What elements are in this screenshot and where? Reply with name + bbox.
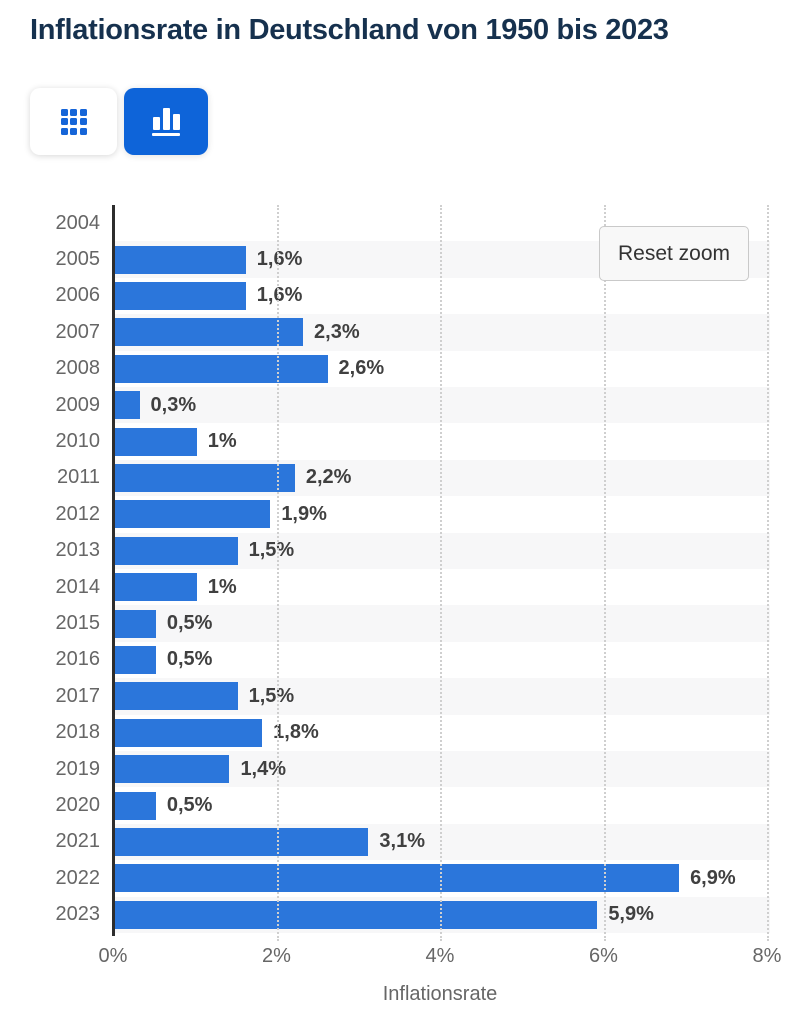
gridline bbox=[440, 205, 442, 941]
year-label: 2021 bbox=[55, 830, 101, 853]
bar-value-label: 1,6% bbox=[256, 248, 303, 271]
year-label: 2018 bbox=[55, 721, 101, 744]
bar-value-label: 1,8% bbox=[273, 721, 319, 744]
table-view-button[interactable] bbox=[30, 88, 117, 155]
bar-chart: 2004 2005 2006 2007 2008 2009 2010 2011 2012 2013… bbox=[0, 205, 804, 1016]
bar-value-label: 1,9% bbox=[281, 502, 327, 525]
year-label: 2011 bbox=[56, 466, 100, 489]
year-label: 2019 bbox=[55, 757, 101, 780]
bar-value-label: 0,5% bbox=[166, 612, 213, 635]
year-label: 2014 bbox=[55, 575, 101, 598]
bar[interactable] bbox=[115, 573, 197, 602]
year-label: 2022 bbox=[55, 866, 101, 889]
reset-zoom-button[interactable]: Reset zoom bbox=[599, 226, 749, 281]
bar-value-label: 2,3% bbox=[314, 320, 360, 343]
bar[interactable] bbox=[115, 464, 295, 492]
bar[interactable] bbox=[115, 900, 598, 929]
bar[interactable] bbox=[115, 609, 156, 638]
bar-value-label: 1,6% bbox=[256, 284, 303, 307]
y-axis-line bbox=[112, 205, 115, 936]
bar[interactable] bbox=[115, 864, 680, 893]
bar-value-label: 5,9% bbox=[608, 903, 654, 926]
bar[interactable] bbox=[115, 791, 156, 820]
year-label: 2012 bbox=[55, 502, 101, 525]
year-label: 2004 bbox=[55, 211, 101, 234]
bar[interactable] bbox=[115, 354, 328, 383]
bar-value-label: 3,1% bbox=[379, 830, 426, 853]
year-label: 2010 bbox=[55, 430, 101, 453]
year-label: 2015 bbox=[55, 612, 101, 635]
bar-value-label: 6,9% bbox=[690, 866, 736, 889]
x-tick-label: 4% bbox=[425, 945, 455, 967]
chart-view-button[interactable] bbox=[124, 88, 208, 155]
bar[interactable] bbox=[115, 282, 246, 310]
year-label: 2013 bbox=[55, 539, 101, 562]
bar-value-label: 1% bbox=[207, 430, 237, 453]
x-tick-label: 8% bbox=[752, 945, 782, 967]
bar[interactable] bbox=[115, 646, 156, 674]
year-label: 2009 bbox=[55, 393, 101, 416]
plot: 1,6% 1,6% 2,3% 2,6% 0,3% 1% 2,2% 1,9% 1,5% 1% 0,5%… bbox=[113, 205, 770, 941]
bar-chart-icon bbox=[152, 107, 180, 136]
bar[interactable] bbox=[115, 718, 263, 747]
bar-value-label: 0,5% bbox=[166, 794, 213, 817]
bar[interactable] bbox=[115, 391, 140, 420]
x-axis-title: Inflationsrate bbox=[382, 983, 498, 1005]
bar-value-label: 1,5% bbox=[248, 684, 295, 707]
bar-value-label: 1,4% bbox=[240, 757, 287, 780]
year-label: 2023 bbox=[55, 903, 101, 926]
bar[interactable] bbox=[115, 245, 246, 274]
x-tick-label: 0% bbox=[98, 945, 128, 967]
bar[interactable] bbox=[115, 427, 197, 456]
bar[interactable] bbox=[115, 755, 230, 784]
year-label: 2007 bbox=[55, 320, 101, 343]
x-tick-label: 2% bbox=[262, 945, 291, 967]
bar-value-label: 1% bbox=[207, 575, 237, 598]
gridline bbox=[603, 205, 606, 941]
bar[interactable] bbox=[115, 500, 271, 529]
year-label: 2008 bbox=[55, 357, 101, 380]
year-label: 2005 bbox=[55, 248, 101, 271]
year-label: 2017 bbox=[55, 684, 101, 707]
bar[interactable] bbox=[115, 682, 238, 711]
bar[interactable] bbox=[115, 828, 369, 856]
bar-value-label: 2,2% bbox=[305, 466, 352, 489]
year-label: 2020 bbox=[55, 794, 101, 817]
bar-value-label: 2,6% bbox=[338, 357, 385, 380]
bar[interactable] bbox=[115, 318, 304, 347]
view-toggle-toolbar bbox=[30, 88, 208, 155]
bar-value-label: 0,5% bbox=[166, 648, 213, 671]
gridline bbox=[767, 205, 769, 941]
grid-icon bbox=[60, 108, 87, 135]
y-axis-labels: 2004 2005 2006 2007 2008 2009 2010 2011 2012 2013… bbox=[0, 205, 101, 933]
gridline bbox=[276, 205, 279, 941]
year-label: 2006 bbox=[55, 284, 101, 307]
bar-value-label: 0,3% bbox=[150, 393, 197, 416]
bar[interactable] bbox=[115, 536, 238, 565]
year-label: 2016 bbox=[55, 648, 101, 671]
page-title: Inflationsrate in Deutschland von 1950 b… bbox=[30, 14, 669, 46]
x-tick-label: 6% bbox=[589, 945, 618, 967]
bar-value-label: 1,5% bbox=[248, 539, 295, 562]
